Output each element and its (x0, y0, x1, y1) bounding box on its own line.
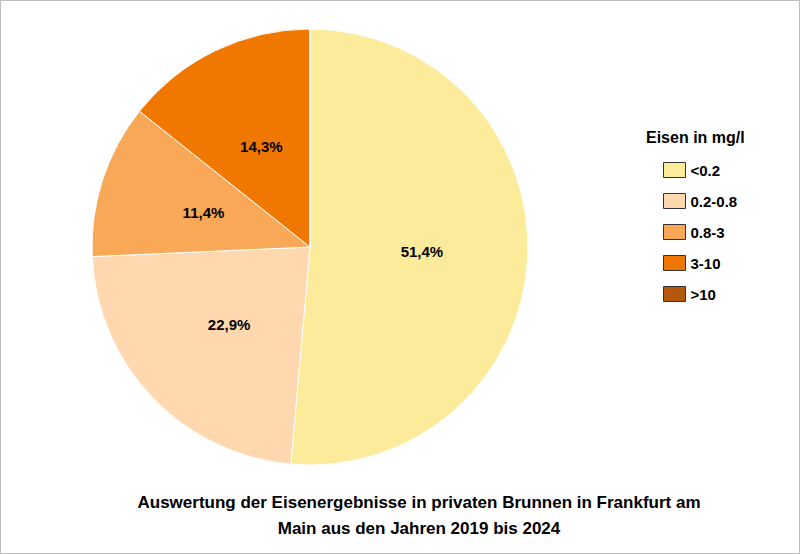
svg-text:11,4%: 11,4% (183, 204, 225, 221)
svg-text:0.8-3: 0.8-3 (691, 224, 725, 241)
svg-text:<0.2: <0.2 (691, 162, 721, 179)
svg-text:51,4%: 51,4% (401, 243, 444, 260)
svg-text:14,3%: 14,3% (240, 138, 283, 155)
svg-text:3-10: 3-10 (691, 255, 721, 272)
svg-text:22,9%: 22,9% (208, 316, 251, 333)
svg-text:0.2-0.8: 0.2-0.8 (691, 193, 738, 210)
svg-text:>10: >10 (691, 286, 716, 303)
svg-text:Eisen in mg/l: Eisen in mg/l (646, 129, 745, 146)
svg-text:Auswertung der Eisenergebnisse: Auswertung der Eisenergebnisse in privat… (137, 493, 700, 512)
svg-text:Main aus den Jahren 2019 bis 2: Main aus den Jahren 2019 bis 2024 (278, 519, 561, 538)
